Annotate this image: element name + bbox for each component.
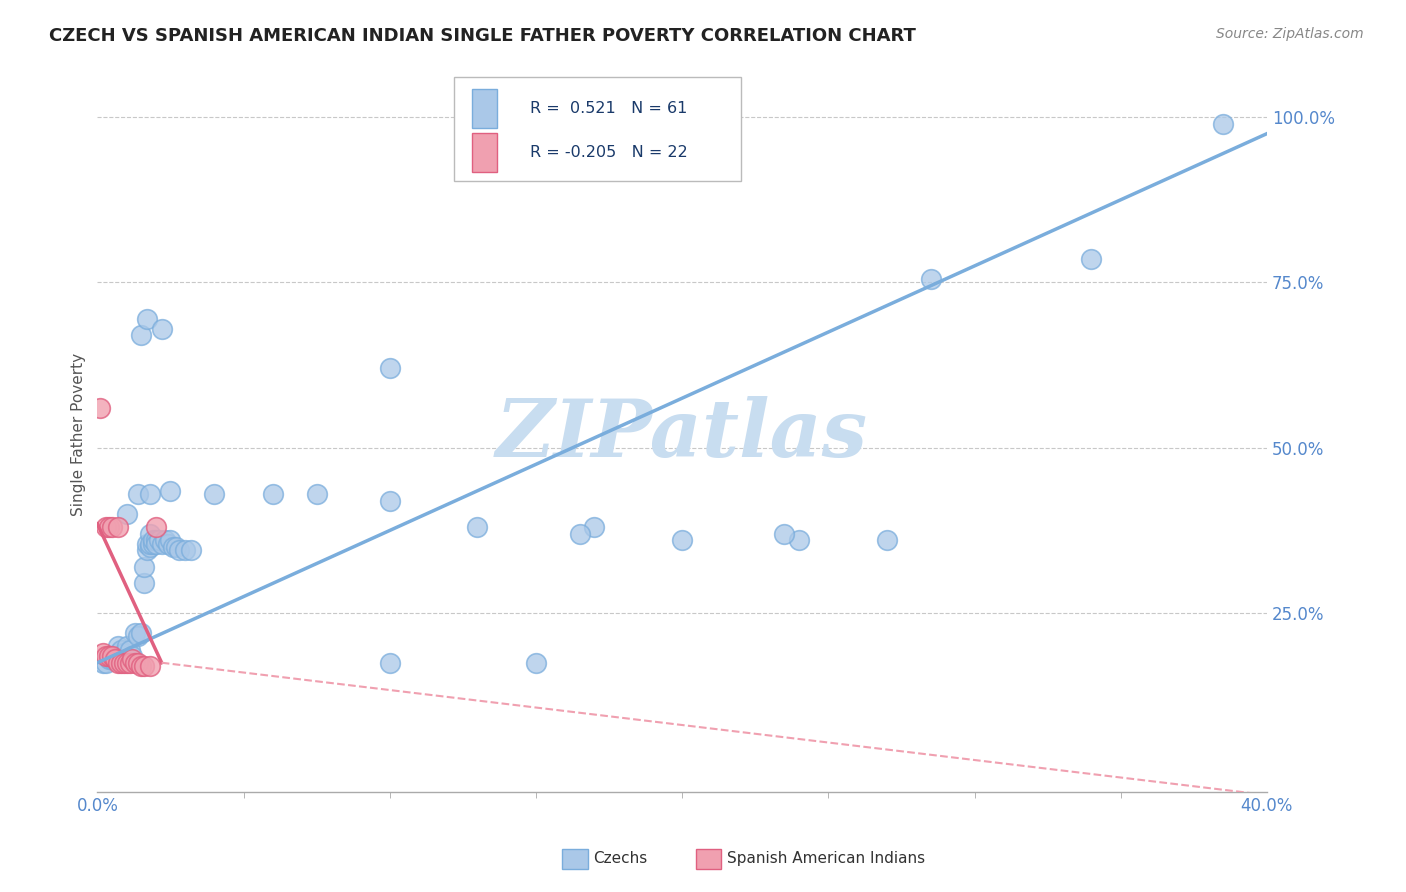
Point [101, 652, 124, 666]
FancyBboxPatch shape [454, 78, 741, 181]
Point [159, 533, 181, 548]
Point [165, 540, 187, 554]
Point [107, 520, 129, 534]
Point [129, 328, 152, 343]
Point [583, 520, 606, 534]
Point [920, 272, 942, 286]
Point [145, 537, 167, 551]
Point [129, 626, 152, 640]
Point [115, 507, 138, 521]
Point [129, 659, 152, 673]
Point [150, 322, 173, 336]
Point [378, 656, 401, 670]
Point [167, 543, 190, 558]
Point [139, 487, 162, 501]
Point [89, 401, 111, 416]
Text: Source: ZipAtlas.com: Source: ZipAtlas.com [1216, 27, 1364, 41]
Point [773, 526, 796, 541]
Point [378, 493, 401, 508]
Bar [471, 133, 498, 172]
Point [115, 639, 138, 653]
Point [162, 540, 184, 554]
Point [159, 483, 181, 498]
Text: R =  0.521   N = 61: R = 0.521 N = 61 [530, 101, 688, 116]
Text: ZIPatlas: ZIPatlas [496, 396, 868, 474]
Bar [471, 88, 498, 128]
Point [139, 526, 162, 541]
Point [1080, 252, 1102, 267]
Point [202, 487, 225, 501]
Point [121, 649, 143, 664]
Point [91, 656, 114, 670]
Point [98, 520, 121, 534]
Point [150, 537, 173, 551]
Point [91, 646, 114, 660]
Text: CZECH VS SPANISH AMERICAN INDIAN SINGLE FATHER POVERTY CORRELATION CHART: CZECH VS SPANISH AMERICAN INDIAN SINGLE … [49, 27, 917, 45]
Point [145, 533, 167, 548]
Text: Spanish American Indians: Spanish American Indians [727, 851, 925, 865]
Point [112, 646, 135, 660]
Point [787, 533, 810, 548]
Point [127, 656, 149, 670]
Y-axis label: Single Father Poverty: Single Father Poverty [72, 353, 86, 516]
Point [1212, 117, 1234, 131]
Point [174, 543, 197, 558]
Point [98, 649, 121, 664]
Point [156, 537, 179, 551]
Point [94, 649, 117, 664]
Point [134, 576, 156, 591]
Point [145, 520, 167, 534]
Point [104, 652, 127, 666]
Point [139, 659, 162, 673]
Point [467, 520, 489, 534]
Point [136, 311, 159, 326]
Point [139, 537, 162, 551]
Point [524, 656, 547, 670]
Point [107, 646, 129, 660]
Point [124, 626, 146, 640]
Point [142, 537, 165, 551]
Point [876, 533, 898, 548]
Point [305, 487, 328, 501]
Point [101, 649, 124, 664]
Point [121, 652, 143, 666]
Text: Czechs: Czechs [593, 851, 648, 865]
Point [136, 543, 159, 558]
Point [110, 642, 132, 657]
Point [127, 487, 149, 501]
Point [94, 656, 117, 670]
Point [142, 533, 165, 548]
Point [134, 659, 156, 673]
Text: R = -0.205   N = 22: R = -0.205 N = 22 [530, 145, 688, 160]
Point [94, 520, 117, 534]
Point [104, 652, 127, 666]
Point [148, 533, 170, 548]
Point [180, 543, 202, 558]
Point [115, 656, 138, 670]
Point [110, 656, 132, 670]
Point [568, 526, 591, 541]
Point [134, 559, 156, 574]
Point [101, 520, 124, 534]
Point [127, 629, 149, 643]
Point [671, 533, 693, 548]
Point [262, 487, 284, 501]
Point [107, 656, 129, 670]
Point [112, 656, 135, 670]
Point [98, 652, 121, 666]
Point [107, 639, 129, 653]
Point [139, 540, 162, 554]
Point [136, 537, 159, 551]
Point [118, 656, 141, 670]
Point [378, 361, 401, 376]
Point [124, 656, 146, 670]
Point [153, 533, 176, 548]
Point [118, 642, 141, 657]
